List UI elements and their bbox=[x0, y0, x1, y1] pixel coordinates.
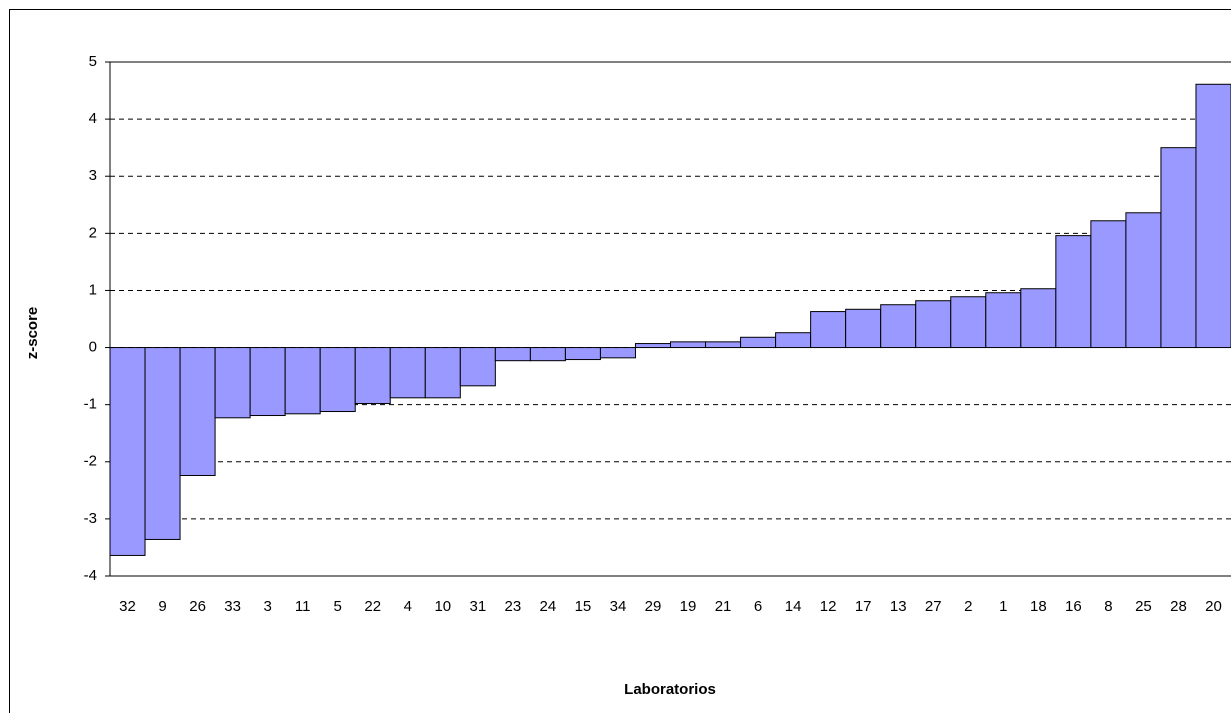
x-tick-label: 31 bbox=[469, 598, 486, 615]
bar bbox=[1090, 220, 1127, 349]
y-tick-label: 0 bbox=[89, 339, 97, 356]
y-tick-label: 3 bbox=[89, 167, 97, 184]
x-tick-label: 33 bbox=[224, 598, 241, 615]
x-tick-label: 3 bbox=[263, 598, 271, 615]
y-axis-title: z-score bbox=[24, 307, 41, 360]
x-tick-label: 19 bbox=[680, 598, 697, 615]
bar bbox=[950, 296, 987, 349]
bar bbox=[424, 347, 461, 399]
bar bbox=[634, 343, 671, 349]
x-tick-label: 32 bbox=[119, 598, 136, 615]
x-tick-label: 25 bbox=[1135, 598, 1152, 615]
bar bbox=[564, 347, 601, 361]
x-tick-label: 34 bbox=[610, 598, 627, 615]
x-tick-label: 14 bbox=[785, 598, 802, 615]
x-tick-label: 6 bbox=[754, 598, 762, 615]
x-tick-label: 24 bbox=[540, 598, 557, 615]
chart-frame bbox=[9, 9, 1231, 713]
x-tick-label: 23 bbox=[505, 598, 522, 615]
bar bbox=[389, 347, 426, 399]
bar bbox=[319, 347, 356, 413]
bar bbox=[179, 347, 216, 476]
bar bbox=[459, 347, 496, 387]
x-tick-label: 17 bbox=[855, 598, 872, 615]
bar bbox=[1195, 83, 1231, 349]
x-tick-label: 22 bbox=[364, 598, 381, 615]
bar bbox=[354, 347, 391, 405]
bar bbox=[1020, 288, 1057, 349]
bar bbox=[705, 341, 742, 349]
x-tick-label: 12 bbox=[820, 598, 837, 615]
bar bbox=[670, 341, 707, 349]
bar bbox=[845, 308, 882, 349]
x-tick-label: 8 bbox=[1104, 598, 1112, 615]
y-tick-label: 1 bbox=[89, 281, 97, 298]
x-tick-label: 15 bbox=[575, 598, 592, 615]
x-tick-label: 1 bbox=[999, 598, 1007, 615]
x-tick-label: 11 bbox=[295, 598, 311, 615]
bar bbox=[985, 292, 1022, 349]
x-tick-label: 13 bbox=[890, 598, 907, 615]
x-tick-label: 4 bbox=[404, 598, 412, 615]
x-tick-label: 2 bbox=[964, 598, 972, 615]
bar bbox=[810, 311, 847, 349]
y-tick-label: -2 bbox=[84, 453, 97, 470]
bar bbox=[740, 336, 777, 349]
bar bbox=[214, 347, 251, 419]
bar bbox=[284, 347, 321, 415]
bar bbox=[599, 347, 636, 359]
y-tick-label: -4 bbox=[84, 567, 97, 584]
bar bbox=[109, 347, 146, 556]
x-tick-label: 10 bbox=[434, 598, 451, 615]
bar bbox=[249, 347, 286, 417]
y-tick-label: -1 bbox=[84, 396, 97, 413]
x-tick-label: 20 bbox=[1205, 598, 1222, 615]
y-tick-label: 2 bbox=[89, 224, 97, 241]
bar bbox=[880, 304, 917, 349]
bar bbox=[1125, 212, 1162, 349]
x-axis-title: Laboratorios bbox=[624, 681, 716, 698]
bar bbox=[1160, 147, 1197, 349]
bar bbox=[144, 347, 181, 540]
x-tick-label: 18 bbox=[1030, 598, 1047, 615]
x-tick-label: 21 bbox=[715, 598, 732, 615]
x-tick-label: 29 bbox=[645, 598, 662, 615]
y-tick-label: 5 bbox=[89, 53, 97, 70]
x-tick-label: 27 bbox=[925, 598, 942, 615]
y-tick-label: -3 bbox=[84, 510, 97, 527]
x-tick-label: 16 bbox=[1065, 598, 1082, 615]
bar bbox=[494, 347, 531, 362]
y-tick-label: 4 bbox=[89, 110, 97, 127]
x-tick-label: 9 bbox=[158, 598, 166, 615]
x-tick-label: 28 bbox=[1170, 598, 1187, 615]
x-tick-label: 5 bbox=[334, 598, 342, 615]
bar bbox=[915, 300, 952, 349]
bar bbox=[775, 332, 812, 349]
x-tick-label: 26 bbox=[189, 598, 206, 615]
bar bbox=[529, 347, 566, 362]
bar bbox=[1055, 235, 1092, 349]
